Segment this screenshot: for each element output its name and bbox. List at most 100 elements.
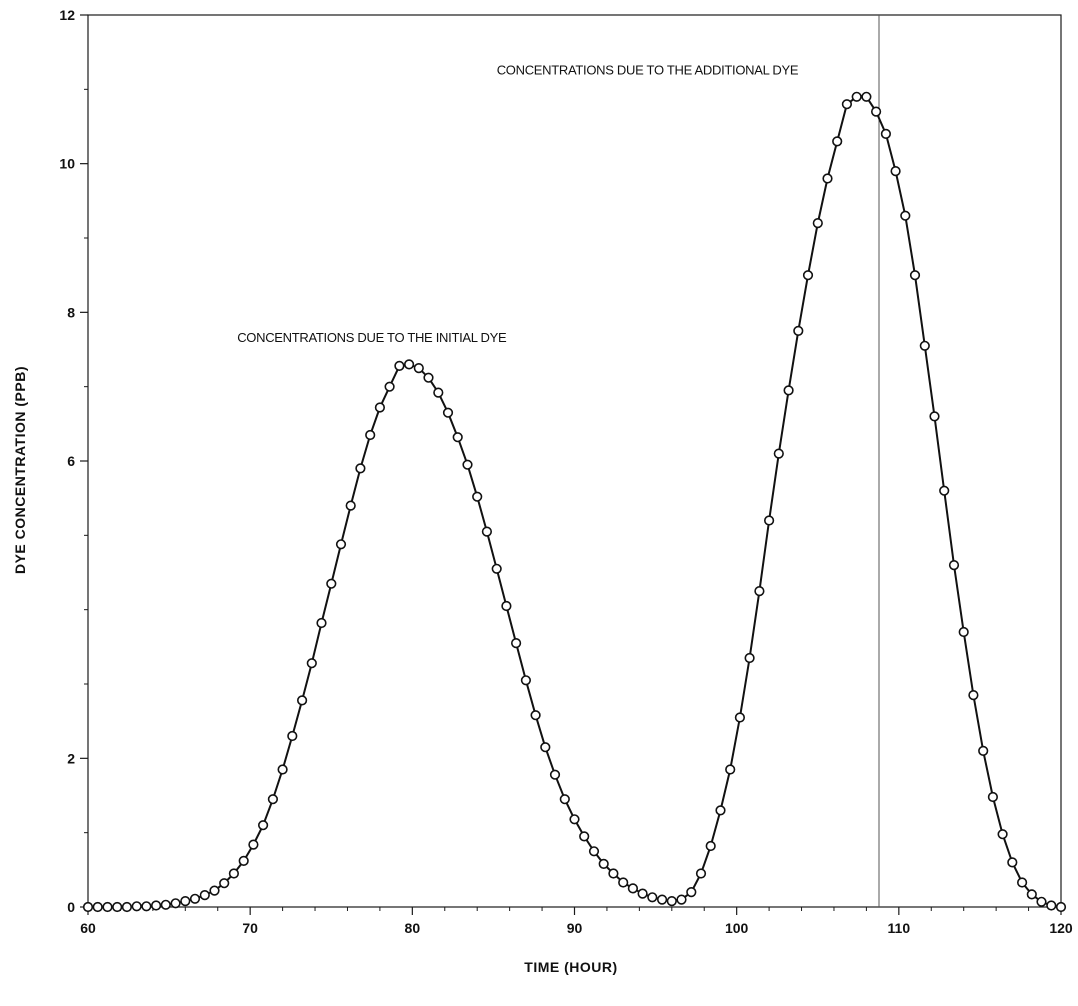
data-point <box>618 877 629 888</box>
data-point <box>306 658 317 669</box>
data-point <box>588 846 600 857</box>
data-point <box>258 820 269 831</box>
data-point <box>510 637 522 649</box>
data-point <box>919 340 930 351</box>
data-point <box>442 407 454 418</box>
y-tick-label: 8 <box>67 304 75 320</box>
annotations: CONCENTRATIONS DUE TO THE INITIAL DYE CON… <box>237 62 799 345</box>
data-point <box>695 868 707 879</box>
data-point <box>900 210 911 221</box>
data-point <box>92 901 103 913</box>
data-point <box>491 563 502 574</box>
data-point <box>598 858 609 870</box>
data-point <box>530 710 541 721</box>
data-point <box>734 712 746 723</box>
data-point <box>939 485 950 496</box>
data-point <box>462 459 473 470</box>
data-point <box>433 387 444 398</box>
data-point <box>248 839 259 850</box>
data-point <box>238 855 249 867</box>
data-point <box>549 769 561 780</box>
data-point <box>82 901 94 913</box>
data-series <box>82 91 1067 913</box>
data-point <box>763 515 775 526</box>
x-axis: 60 70 80 90 100 110 120 <box>80 907 1073 936</box>
data-point <box>316 617 327 629</box>
x-tick-label: 60 <box>80 920 96 936</box>
data-point <box>472 491 483 502</box>
x-tick-label: 110 <box>888 920 911 936</box>
data-point <box>861 91 872 102</box>
data-point <box>540 742 551 753</box>
data-point <box>656 894 668 905</box>
data-point <box>832 136 843 147</box>
data-point <box>112 901 123 913</box>
data-point <box>102 901 113 913</box>
data-point <box>559 794 570 805</box>
data-point <box>812 218 823 229</box>
y-tick-label: 2 <box>67 750 75 766</box>
data-point <box>199 889 210 901</box>
data-point <box>141 901 152 912</box>
data-point <box>355 463 366 474</box>
data-point <box>783 385 794 396</box>
data-point <box>1016 877 1028 888</box>
data-point <box>890 166 901 177</box>
data-point <box>569 814 580 825</box>
data-point <box>987 791 999 803</box>
data-point <box>1055 901 1067 913</box>
data-point <box>228 868 239 879</box>
data-point <box>725 764 736 775</box>
data-point <box>1007 857 1018 868</box>
data-point <box>978 745 989 757</box>
data-point <box>666 895 677 907</box>
data-point <box>1036 896 1047 907</box>
data-point <box>870 106 882 117</box>
annotation-label: CONCENTRATIONS DUE TO THE ADDITIONAL DYE <box>497 62 799 77</box>
y-tick-label: 12 <box>59 7 75 23</box>
data-point <box>121 901 132 913</box>
data-point <box>170 898 181 909</box>
x-tick-label: 100 <box>725 920 749 936</box>
y-axis: 0 2 6 8 10 12 <box>59 7 88 915</box>
data-point <box>1026 889 1037 900</box>
data-point <box>413 363 424 374</box>
data-point <box>345 500 356 511</box>
data-point <box>365 429 376 441</box>
data-point <box>452 432 463 443</box>
x-tick-label: 80 <box>405 920 421 936</box>
data-point <box>793 325 804 337</box>
data-point <box>880 128 892 139</box>
data-point <box>374 402 386 413</box>
data-point <box>131 901 142 912</box>
data-point <box>326 578 337 589</box>
data-point <box>219 878 230 889</box>
x-axis-title: TIME (HOUR) <box>524 959 617 975</box>
x-tick-label: 90 <box>567 920 583 936</box>
y-tick-label: 0 <box>67 899 75 915</box>
data-point <box>180 895 191 907</box>
y-tick-label: 6 <box>67 453 75 469</box>
data-point <box>637 888 648 899</box>
data-point <box>997 829 1008 840</box>
series-line <box>88 95 1062 908</box>
plot-area-frame <box>87 14 1062 908</box>
data-point <box>948 559 960 571</box>
data-point <box>647 892 658 903</box>
data-point <box>851 91 862 102</box>
data-point <box>520 675 532 686</box>
data-point <box>394 360 405 372</box>
y-axis-title: DYE CONCENTRATION (PPB) <box>12 366 28 574</box>
data-point <box>909 270 921 281</box>
data-point <box>754 585 765 597</box>
data-point <box>267 794 279 805</box>
data-point <box>608 868 619 879</box>
data-point <box>287 730 298 742</box>
annotation-label: CONCENTRATIONS DUE TO THE INITIAL DYE <box>237 330 507 345</box>
data-point <box>676 894 687 905</box>
data-point <box>841 99 853 110</box>
y-tick-label: 10 <box>59 156 75 172</box>
data-point <box>822 173 833 184</box>
data-point <box>968 689 979 701</box>
